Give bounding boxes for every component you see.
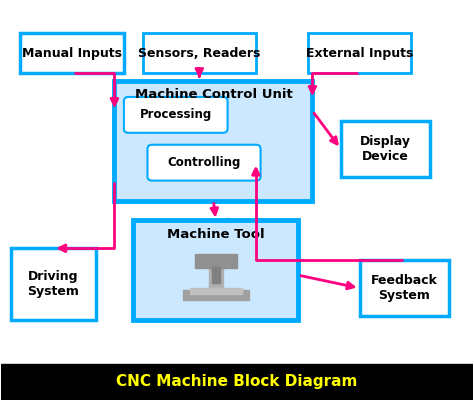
FancyBboxPatch shape — [308, 33, 411, 73]
FancyBboxPatch shape — [143, 33, 256, 73]
FancyBboxPatch shape — [133, 221, 298, 320]
FancyBboxPatch shape — [124, 97, 228, 133]
FancyBboxPatch shape — [359, 260, 449, 316]
Text: External Inputs: External Inputs — [306, 47, 413, 60]
Bar — [1, 364, 473, 400]
Bar — [212, 267, 219, 284]
Text: Display
Device: Display Device — [360, 135, 411, 163]
FancyBboxPatch shape — [115, 81, 312, 200]
Text: CNC Machine Block Diagram: CNC Machine Block Diagram — [116, 374, 358, 389]
Text: Feedback
System: Feedback System — [371, 274, 438, 302]
FancyBboxPatch shape — [11, 248, 96, 320]
Bar — [190, 288, 242, 294]
Text: Processing: Processing — [140, 108, 212, 122]
Text: Controlling: Controlling — [167, 156, 241, 169]
Bar — [183, 290, 249, 300]
Text: www.thecnc.com: www.thecnc.com — [207, 217, 267, 223]
FancyBboxPatch shape — [147, 145, 261, 180]
FancyBboxPatch shape — [20, 33, 124, 73]
Text: Manual Inputs: Manual Inputs — [22, 47, 122, 60]
FancyBboxPatch shape — [341, 121, 430, 176]
Text: Sensors, Readers: Sensors, Readers — [138, 47, 261, 60]
Bar — [195, 254, 237, 268]
Text: Driving
System: Driving System — [27, 270, 79, 298]
Bar — [209, 262, 223, 290]
Text: Machine Control Unit: Machine Control Unit — [135, 89, 292, 101]
Text: Machine Tool: Machine Tool — [167, 228, 264, 241]
